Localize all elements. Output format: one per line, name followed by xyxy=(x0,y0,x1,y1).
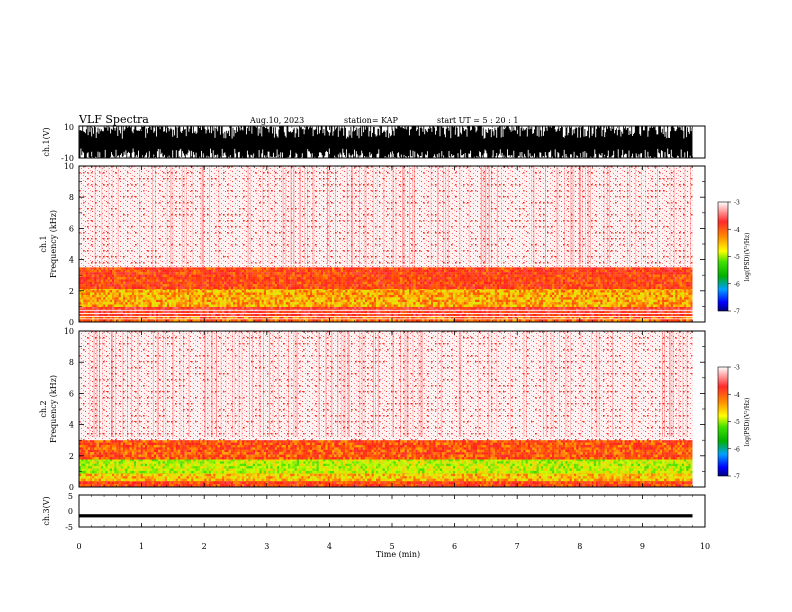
colorbar-tick-label: -7 xyxy=(734,309,740,316)
ch2-spectrogram-ylabel-frequency: Frequency (kHz) xyxy=(49,375,58,443)
date-label: Aug.10, 2023 xyxy=(249,116,304,125)
colorbar-tick-label: -3 xyxy=(734,200,740,207)
spectrogram-impulses xyxy=(89,331,688,438)
frequency-tick-label: 4 xyxy=(69,256,74,265)
time-tick-label: 1 xyxy=(139,542,144,551)
spectrogram-band xyxy=(79,306,693,317)
time-axis-label: Time (min) xyxy=(376,550,420,559)
frequency-tick-label: 4 xyxy=(69,421,74,430)
spectrogram-band xyxy=(79,440,693,460)
ch2-colorbar-ticks: -3 -4 -5 -6 -7 xyxy=(728,365,740,481)
figure-title: VLF Spectra xyxy=(78,113,149,126)
ch1-spectrogram-yaxis: 0 2 4 6 8 10 xyxy=(64,162,705,327)
ch3-waveform-trace xyxy=(79,514,693,518)
frequency-tick-label: 0 xyxy=(69,318,74,327)
ch3-ytick-bottom: -5 xyxy=(65,523,73,532)
colorbar-tick-label: -4 xyxy=(734,392,740,399)
ch1-waveform-ylabel: ch.1(V) xyxy=(42,127,51,156)
colorbar-tick-label: -5 xyxy=(734,254,740,261)
spectrogram-band xyxy=(79,331,693,441)
ch1-waveform-line xyxy=(79,126,693,158)
colorbar-tick-label: -4 xyxy=(734,227,740,234)
ch1-spectrogram-ylabel-frequency: Frequency (kHz) xyxy=(49,210,58,278)
time-tick-label: 7 xyxy=(515,542,520,551)
ch1-colorbar-ticks: -3 -4 -5 -6 -7 xyxy=(728,200,740,316)
spectrogram-band xyxy=(79,166,693,264)
time-tick-label: 8 xyxy=(577,542,582,551)
ch1-waveform-ytick-bottom: -10 xyxy=(61,154,74,163)
frequency-tick-label: 2 xyxy=(69,287,74,296)
frequency-tick-label: 8 xyxy=(69,193,74,202)
frequency-tick-label: 8 xyxy=(69,358,74,367)
spectrogram-band xyxy=(79,267,693,290)
colorbar-tick-label: -5 xyxy=(734,419,740,426)
time-axis: 0 1 2 3 4 5 6 7 8 9 10 xyxy=(76,126,710,551)
time-tick-label: 2 xyxy=(202,542,207,551)
time-tick-label: 6 xyxy=(452,542,457,551)
frequency-tick-label: 6 xyxy=(69,389,74,398)
ch1-spectrogram-image xyxy=(79,166,705,322)
frequency-tick-label: 10 xyxy=(64,327,74,336)
start-time-label: start UT = 5 : 20 : 1 xyxy=(437,116,518,125)
ch2-colorbar-label: log(PSD)(V²/Hz) xyxy=(744,398,751,447)
ch1-colorbar xyxy=(717,201,729,312)
spectrogram-band xyxy=(79,287,693,308)
ch2-spectrogram-image xyxy=(79,331,705,487)
ch3-ytick-top: 5 xyxy=(68,492,73,501)
ch1-colorbar-label: log(PSD)(V²/Hz) xyxy=(744,233,751,282)
colorbar-tick-label: -7 xyxy=(734,474,740,481)
ch2-spectrogram-yaxis: 0 2 4 6 8 10 xyxy=(64,327,705,492)
ch2-spectrogram-ylabel-channel: ch.2 xyxy=(39,400,48,417)
spectrogram-impulses xyxy=(79,166,693,320)
colorbar-tick-label: -3 xyxy=(734,365,740,372)
ch2-colorbar xyxy=(717,366,729,477)
frequency-tick-label: 10 xyxy=(64,162,74,171)
colorbar-tick-label: -6 xyxy=(734,446,740,453)
frequency-tick-label: 2 xyxy=(69,452,74,461)
ch1-waveform-ytick-top: 10 xyxy=(64,123,74,132)
ch3-ytick-middle: 0 xyxy=(68,507,73,516)
spectrogram-band xyxy=(79,458,693,474)
time-tick-label: 0 xyxy=(76,542,81,551)
station-label: station= KAP xyxy=(344,116,399,125)
colorbar-tick-label: -6 xyxy=(734,281,740,288)
time-tick-label: 9 xyxy=(640,542,645,551)
frequency-tick-label: 0 xyxy=(69,483,74,492)
time-tick-label: 4 xyxy=(327,542,332,551)
ch3-waveform-frame xyxy=(78,494,706,528)
time-tick-label: 10 xyxy=(700,542,710,551)
time-tick-label: 3 xyxy=(264,542,269,551)
ch3-waveform-ylabel: ch.3(V) xyxy=(42,496,51,525)
time-tick-label: 5 xyxy=(389,542,394,551)
ch1-spectrogram-ylabel-channel: ch.1 xyxy=(39,235,48,252)
ch1-waveform-trace xyxy=(79,126,693,158)
frequency-tick-label: 6 xyxy=(69,224,74,233)
